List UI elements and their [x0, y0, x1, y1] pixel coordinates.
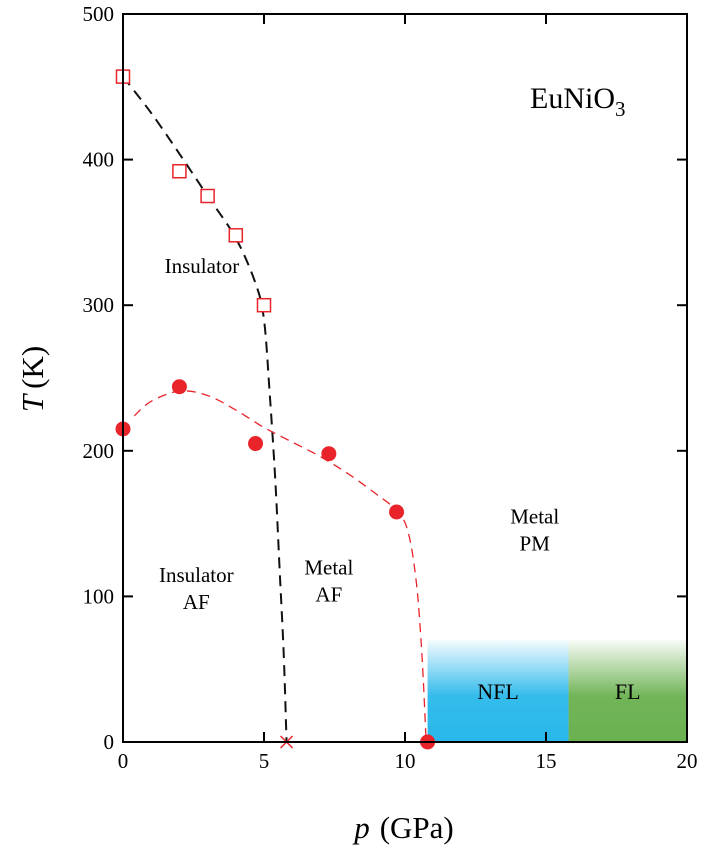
y-tick-label: 400: [83, 148, 115, 172]
dashed-curve-1: [122, 75, 288, 743]
plot-frame: [122, 13, 688, 743]
annotations-layer: Insulator Insulator AF Metal AF Metal PM: [159, 254, 559, 614]
x-tick-label: 5: [259, 749, 270, 773]
region-label-nfl: NFL: [477, 679, 519, 704]
region-annotation-4: Metal PM: [510, 505, 559, 556]
filled-circle-point: [389, 504, 405, 520]
annotation-line: Insulator: [159, 563, 234, 587]
y-tick-label: 200: [83, 439, 115, 463]
filled-circle-point: [321, 446, 337, 462]
open-square-point: [200, 188, 215, 204]
filled-circle-point: [248, 436, 264, 452]
y-tick-label: 0: [104, 730, 115, 754]
annotation-line: Metal: [510, 505, 559, 529]
region-annotation-1: Insulator: [165, 254, 240, 278]
markers-layer: [115, 69, 436, 750]
x-tick-label: 15: [536, 749, 557, 773]
chart-title-main: EuNiO: [530, 82, 615, 115]
region-annotation-2: Insulator AF: [159, 563, 234, 614]
y-axis-label-var: T: [15, 392, 50, 412]
annotation-line: AF: [315, 583, 342, 607]
open-square-point: [228, 228, 244, 243]
x-tick-label: 20: [677, 749, 698, 773]
y-tick-label: 500: [83, 2, 115, 26]
filled-circle-point: [171, 379, 187, 395]
region-fl: [568, 640, 687, 742]
chart-title-subscript: 3: [615, 97, 626, 121]
x-tick-label: 0: [118, 749, 129, 773]
annotation-line: PM: [520, 532, 551, 556]
region-label-fl: FL: [615, 679, 641, 704]
x-axis-label-var: p: [352, 810, 370, 845]
regions-layer: NFL FL: [427, 640, 687, 742]
chart-title: EuNiO3: [530, 82, 626, 121]
y-axis-label-unit: (K): [15, 346, 50, 389]
x-tick-label: 10: [395, 749, 416, 773]
annotation-line: Insulator: [165, 254, 240, 278]
region-annotation-3: Metal AF: [304, 556, 353, 607]
x-axis-label-unit: (GPa): [380, 810, 454, 845]
annotation-line: AF: [183, 590, 210, 614]
y-axis-label: T (K): [15, 346, 50, 412]
open-square-point: [172, 163, 187, 179]
x-axis-label: p (GPa): [352, 810, 454, 845]
dashed-curve-2: [133, 390, 427, 743]
open-square-point: [256, 297, 272, 313]
curves-layer: [122, 75, 427, 743]
y-tick-label: 100: [83, 584, 115, 608]
region-nfl: [427, 640, 569, 742]
annotation-line: Metal: [304, 556, 353, 580]
y-tick-label: 300: [83, 293, 115, 317]
